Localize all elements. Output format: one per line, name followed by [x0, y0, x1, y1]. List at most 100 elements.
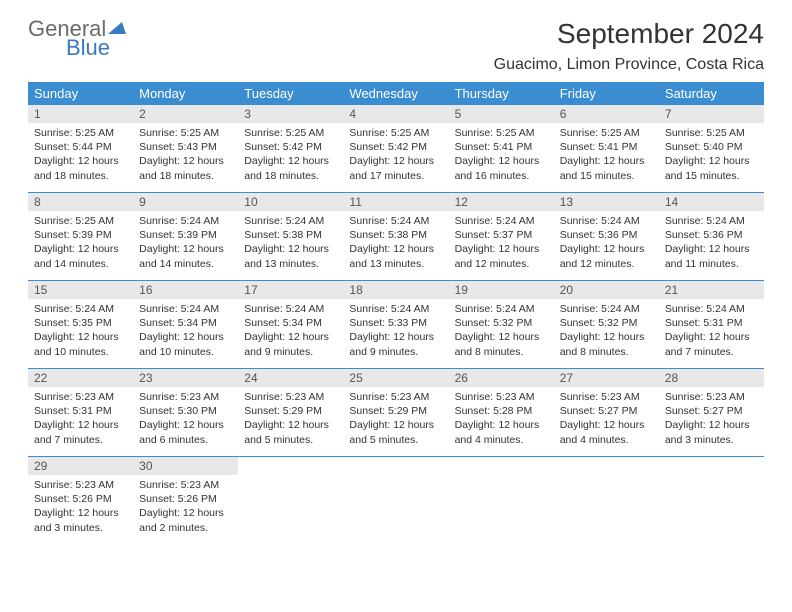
day-info: Sunrise: 5:24 AMSunset: 5:34 PMDaylight:… [133, 299, 238, 359]
day-cell: 4Sunrise: 5:25 AMSunset: 5:42 PMDaylight… [343, 105, 448, 193]
empty-cell [554, 457, 659, 545]
sunset-line: Sunset: 5:36 PM [665, 228, 758, 242]
sunrise-line: Sunrise: 5:24 AM [139, 214, 232, 228]
day-content: 29Sunrise: 5:23 AMSunset: 5:26 PMDayligh… [28, 457, 133, 545]
day-cell: 2Sunrise: 5:25 AMSunset: 5:43 PMDaylight… [133, 105, 238, 193]
sunrise-line: Sunrise: 5:25 AM [349, 126, 442, 140]
day-header-row: SundayMondayTuesdayWednesdayThursdayFrid… [28, 82, 764, 105]
day-info: Sunrise: 5:24 AMSunset: 5:36 PMDaylight:… [554, 211, 659, 271]
sunset-line: Sunset: 5:30 PM [139, 404, 232, 418]
sunset-line: Sunset: 5:34 PM [244, 316, 337, 330]
day-number: 16 [133, 281, 238, 299]
day-info: Sunrise: 5:23 AMSunset: 5:29 PMDaylight:… [238, 387, 343, 447]
daylight-line: Daylight: 12 hours and 9 minutes. [244, 330, 337, 358]
sunset-line: Sunset: 5:31 PM [34, 404, 127, 418]
calendar-head: SundayMondayTuesdayWednesdayThursdayFrid… [28, 82, 764, 105]
day-cell: 18Sunrise: 5:24 AMSunset: 5:33 PMDayligh… [343, 281, 448, 369]
daylight-line: Daylight: 12 hours and 2 minutes. [139, 506, 232, 534]
day-content: 17Sunrise: 5:24 AMSunset: 5:34 PMDayligh… [238, 281, 343, 369]
day-content: 15Sunrise: 5:24 AMSunset: 5:35 PMDayligh… [28, 281, 133, 369]
sunset-line: Sunset: 5:44 PM [34, 140, 127, 154]
week-row: 22Sunrise: 5:23 AMSunset: 5:31 PMDayligh… [28, 369, 764, 457]
day-cell: 9Sunrise: 5:24 AMSunset: 5:39 PMDaylight… [133, 193, 238, 281]
logo: General Blue [28, 18, 128, 59]
day-info: Sunrise: 5:25 AMSunset: 5:41 PMDaylight:… [554, 123, 659, 183]
day-cell: 11Sunrise: 5:24 AMSunset: 5:38 PMDayligh… [343, 193, 448, 281]
daylight-line: Daylight: 12 hours and 7 minutes. [34, 418, 127, 446]
day-cell: 21Sunrise: 5:24 AMSunset: 5:31 PMDayligh… [659, 281, 764, 369]
day-number: 19 [449, 281, 554, 299]
day-header: Tuesday [238, 82, 343, 105]
day-info: Sunrise: 5:24 AMSunset: 5:35 PMDaylight:… [28, 299, 133, 359]
sunrise-line: Sunrise: 5:24 AM [455, 302, 548, 316]
day-info: Sunrise: 5:25 AMSunset: 5:44 PMDaylight:… [28, 123, 133, 183]
sunrise-line: Sunrise: 5:25 AM [139, 126, 232, 140]
day-content: 26Sunrise: 5:23 AMSunset: 5:28 PMDayligh… [449, 369, 554, 457]
sunrise-line: Sunrise: 5:23 AM [665, 390, 758, 404]
logo-mark-icon [108, 18, 128, 40]
daylight-line: Daylight: 12 hours and 17 minutes. [349, 154, 442, 182]
sunrise-line: Sunrise: 5:24 AM [139, 302, 232, 316]
day-content: 21Sunrise: 5:24 AMSunset: 5:31 PMDayligh… [659, 281, 764, 369]
day-cell: 10Sunrise: 5:24 AMSunset: 5:38 PMDayligh… [238, 193, 343, 281]
day-content: 8Sunrise: 5:25 AMSunset: 5:39 PMDaylight… [28, 193, 133, 281]
sunset-line: Sunset: 5:32 PM [560, 316, 653, 330]
day-content: 5Sunrise: 5:25 AMSunset: 5:41 PMDaylight… [449, 105, 554, 193]
day-cell: 19Sunrise: 5:24 AMSunset: 5:32 PMDayligh… [449, 281, 554, 369]
sunrise-line: Sunrise: 5:23 AM [560, 390, 653, 404]
daylight-line: Daylight: 12 hours and 6 minutes. [139, 418, 232, 446]
day-cell: 22Sunrise: 5:23 AMSunset: 5:31 PMDayligh… [28, 369, 133, 457]
sunrise-line: Sunrise: 5:23 AM [139, 390, 232, 404]
daylight-line: Daylight: 12 hours and 9 minutes. [349, 330, 442, 358]
daylight-line: Daylight: 12 hours and 10 minutes. [34, 330, 127, 358]
daylight-line: Daylight: 12 hours and 10 minutes. [139, 330, 232, 358]
day-content: 23 Sunrise: 5:23 AMSunset: 5:30 PMDayligh… [133, 369, 238, 457]
day-number: 5 [449, 105, 554, 123]
day-info: Sunrise: 5:24 AMSunset: 5:32 PMDaylight:… [554, 299, 659, 359]
sunset-line: Sunset: 5:42 PM [244, 140, 337, 154]
daylight-line: Daylight: 12 hours and 12 minutes. [455, 242, 548, 270]
daylight-line: Daylight: 12 hours and 8 minutes. [560, 330, 653, 358]
sunset-line: Sunset: 5:37 PM [455, 228, 548, 242]
sunrise-line: Sunrise: 5:25 AM [665, 126, 758, 140]
location: Guacimo, Limon Province, Costa Rica [494, 56, 764, 74]
day-cell [238, 457, 343, 545]
sunset-line: Sunset: 5:38 PM [349, 228, 442, 242]
day-cell [554, 457, 659, 545]
day-cell: 20Sunrise: 5:24 AMSunset: 5:32 PMDayligh… [554, 281, 659, 369]
day-content: 11Sunrise: 5:24 AMSunset: 5:38 PMDayligh… [343, 193, 448, 281]
daylight-line: Daylight: 12 hours and 4 minutes. [560, 418, 653, 446]
day-info: Sunrise: 5:23 AMSunset: 5:27 PMDaylight:… [554, 387, 659, 447]
day-content: 12Sunrise: 5:24 AMSunset: 5:37 PMDayligh… [449, 193, 554, 281]
daylight-line: Daylight: 12 hours and 3 minutes. [665, 418, 758, 446]
empty-cell [449, 457, 554, 545]
day-info: Sunrise: 5:24 AMSunset: 5:32 PMDaylight:… [449, 299, 554, 359]
sunset-line: Sunset: 5:29 PM [244, 404, 337, 418]
day-content: 2Sunrise: 5:25 AMSunset: 5:43 PMDaylight… [133, 105, 238, 193]
day-number: 8 [28, 193, 133, 211]
daylight-line: Daylight: 12 hours and 18 minutes. [244, 154, 337, 182]
daylight-line: Daylight: 12 hours and 4 minutes. [455, 418, 548, 446]
sunrise-line: Sunrise: 5:25 AM [455, 126, 548, 140]
day-content: 24Sunrise: 5:23 AMSunset: 5:29 PMDayligh… [238, 369, 343, 457]
day-info: Sunrise: 5:25 AMSunset: 5:41 PMDaylight:… [449, 123, 554, 183]
sunset-line: Sunset: 5:34 PM [139, 316, 232, 330]
day-number: 9 [133, 193, 238, 211]
daylight-line: Daylight: 12 hours and 12 minutes. [560, 242, 653, 270]
daylight-line: Daylight: 12 hours and 11 minutes. [665, 242, 758, 270]
day-number: 1 [28, 105, 133, 123]
sunset-line: Sunset: 5:35 PM [34, 316, 127, 330]
day-header: Sunday [28, 82, 133, 105]
day-header: Monday [133, 82, 238, 105]
week-row: 1Sunrise: 5:25 AMSunset: 5:44 PMDaylight… [28, 105, 764, 193]
day-info: Sunrise: 5:23 AMSunset: 5:27 PMDaylight:… [659, 387, 764, 447]
daylight-line: Daylight: 12 hours and 18 minutes. [34, 154, 127, 182]
day-content: 30Sunrise: 5:23 AMSunset: 5:26 PMDayligh… [133, 457, 238, 545]
day-number: 26 [449, 369, 554, 387]
daylight-line: Daylight: 12 hours and 8 minutes. [455, 330, 548, 358]
sunset-line: Sunset: 5:29 PM [349, 404, 442, 418]
day-content: 1Sunrise: 5:25 AMSunset: 5:44 PMDaylight… [28, 105, 133, 193]
day-number: 23 [133, 369, 238, 387]
sunset-line: Sunset: 5:42 PM [349, 140, 442, 154]
sunrise-line: Sunrise: 5:24 AM [665, 302, 758, 316]
